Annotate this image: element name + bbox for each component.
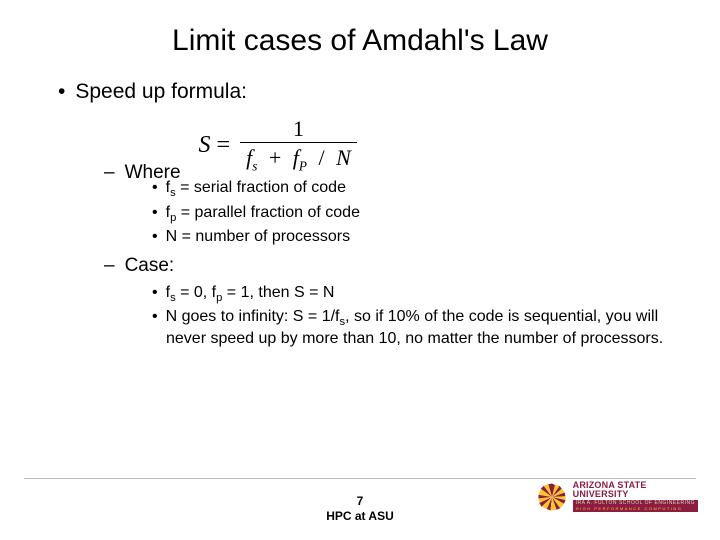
- def-N: N = number of processors: [152, 227, 672, 247]
- bullet-speedup: Speed up formula:: [58, 80, 672, 104]
- den-slash: /: [318, 145, 324, 170]
- case-2: N goes to infinity: S = 1/fs, so if 10% …: [152, 307, 672, 349]
- def-fs: fs = serial fraction of code: [152, 178, 672, 200]
- den-fp: fP: [293, 145, 307, 170]
- den-plus: +: [269, 145, 281, 170]
- logo-line2: UNIVERSITY: [573, 490, 698, 499]
- case-label: Case:: [104, 255, 672, 277]
- formula-S: S: [199, 132, 211, 159]
- formula-row: Where S = 1 fs + fP / N: [104, 118, 672, 176]
- den-fs: fs: [246, 145, 257, 170]
- amdahl-formula: S = 1 fs + fP / N: [199, 116, 357, 174]
- def-fp: fp = parallel fraction of code: [152, 203, 672, 225]
- formula-numerator: 1: [267, 116, 330, 142]
- formula-eq: =: [217, 132, 231, 159]
- den-N: N: [336, 145, 351, 170]
- case-1: fs = 0, fp = 1, then S = N: [152, 283, 672, 305]
- asu-logo: ARIZONA STATE UNIVERSITY IRA A. FULTON S…: [537, 481, 698, 512]
- slide: Limit cases of Amdahl's Law Speed up for…: [0, 0, 720, 540]
- formula-denominator: fs + fP / N: [240, 143, 357, 174]
- where-label: Where: [104, 162, 181, 184]
- logo-text: ARIZONA STATE UNIVERSITY IRA A. FULTON S…: [573, 481, 698, 512]
- logo-bar2: HIGH PERFORMANCE COMPUTING: [573, 507, 698, 512]
- formula-fraction: 1 fs + fP / N: [240, 116, 357, 174]
- footer-divider: [24, 478, 696, 479]
- slide-title: Limit cases of Amdahl's Law: [48, 24, 672, 58]
- footer: 7 HPC at ASU: [0, 494, 720, 524]
- sunburst-icon: [537, 482, 567, 512]
